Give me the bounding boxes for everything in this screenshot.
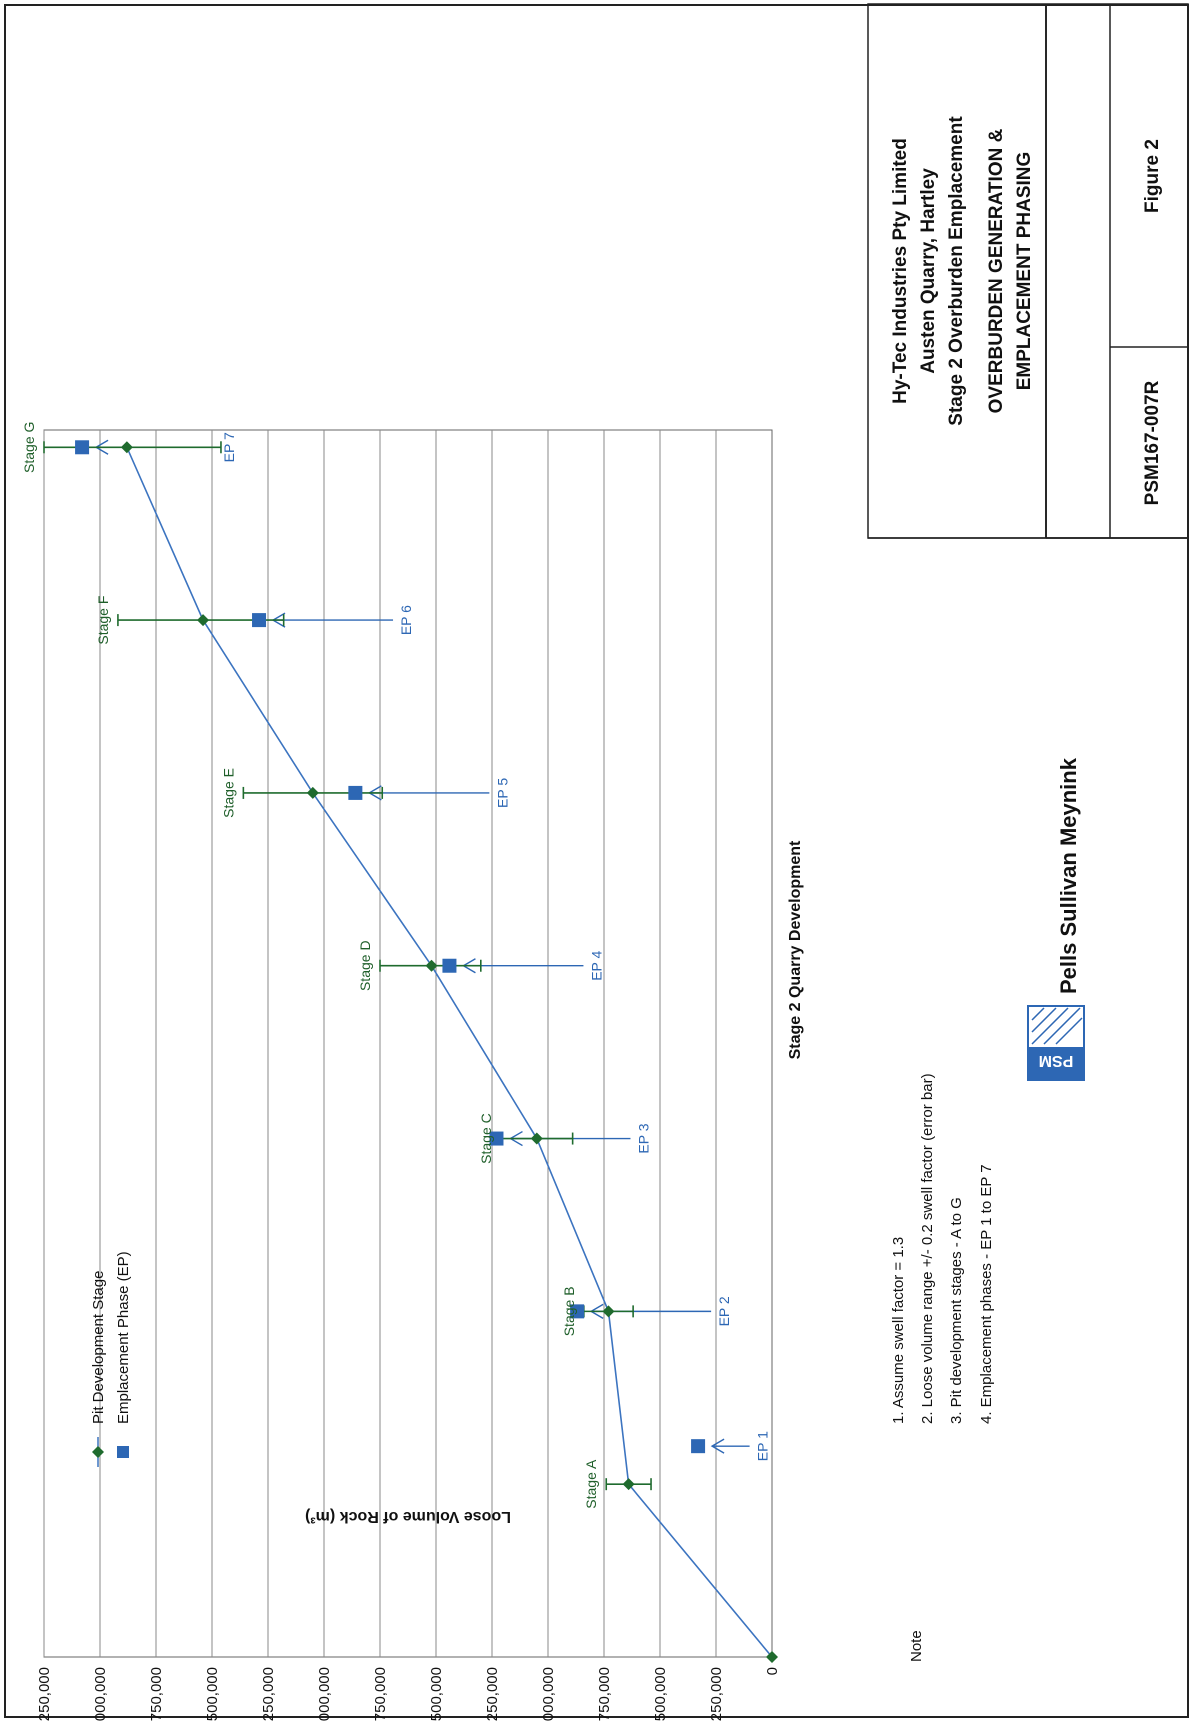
stage-label-c: Stage C: [478, 1113, 494, 1164]
pit-marker-5: [306, 786, 319, 799]
chart: 0 250,000 500,000 750,000 1,000,000 1,250,000…: [21, 422, 804, 1722]
y-tick-label-3: 750,000: [596, 1667, 613, 1721]
tb-title-line1: OVERBURDEN GENERATION &: [986, 128, 1007, 413]
notes: Note 1. Assume swell factor = 1.3 2. Loo…: [890, 1073, 995, 1662]
pit-development-polyline: [126, 446, 773, 1658]
tb-subject: Stage 2 Overburden Emplacement: [946, 116, 967, 426]
note-4: 4. Emplacement phases - EP 1 to EP 7: [978, 1164, 995, 1424]
y-tick-label-11: 2,750,000: [148, 1667, 165, 1722]
pit-marker-7: [120, 441, 133, 454]
y-axis-label: Loose Volume of Rock (m³): [305, 1508, 511, 1525]
note-2: 2. Loose volume range +/- 0.2 swell fact…: [919, 1073, 936, 1424]
pit-development-line: [126, 446, 773, 1658]
ep-arrow-6: [271, 612, 394, 628]
tb-title-line2: EMPLACEMENT PHASING: [1014, 152, 1035, 391]
y-tick-label-8: 2,000,000: [316, 1667, 333, 1722]
ep-marker-3: [489, 1131, 504, 1146]
ep-label-2: EP 2: [716, 1296, 732, 1326]
y-tick-label-12: 3,000,000: [92, 1667, 109, 1722]
legend-square-icon: [117, 1446, 129, 1458]
ep-arrow-5: [367, 785, 490, 801]
ep-marker-1: [691, 1439, 706, 1454]
pit-stage-markers: [120, 441, 778, 1663]
pit-marker-3: [530, 1132, 543, 1145]
y-tick-label-13: 3,250,000: [36, 1667, 53, 1722]
legend-pit-stage: Pit Development Stage: [90, 1271, 107, 1424]
tb-doc-number: PSM167-007R: [1142, 380, 1163, 505]
tb-project: Austen Quarry, Hartley: [918, 168, 939, 374]
figure-frame: [4, 4, 1189, 1718]
y-tick-label-9: 2,250,000: [260, 1667, 277, 1722]
tb-company: Hy-Tec Industries Pty Limited: [890, 138, 911, 404]
y-tick-label-2: 500,000: [652, 1667, 669, 1721]
ep-marker-6: [252, 613, 267, 628]
y-tick-label-7: 1,750,000: [372, 1667, 389, 1722]
stage-label-a: Stage A: [583, 1459, 599, 1509]
note-3: 3. Pit development stages - A to G: [948, 1197, 965, 1424]
title-block: Hy-Tec Industries Pty Limited Austen Qua…: [867, 3, 1189, 539]
ep-label-6: EP 6: [398, 605, 414, 635]
notes-heading: Note: [908, 1630, 925, 1662]
pit-marker-4: [425, 959, 438, 972]
x-axis-label: Stage 2 Quarry Development: [787, 840, 804, 1059]
pit-marker-1: [622, 1478, 635, 1491]
ep-label-4: EP 4: [588, 950, 604, 980]
ep-label-3: EP 3: [635, 1123, 651, 1153]
ep-marker-4: [442, 958, 457, 973]
ep-label-5: EP 5: [494, 778, 510, 808]
firm-name: Pells Sullivan Meynink: [1056, 757, 1081, 994]
ep-label-7: EP 7: [221, 432, 237, 462]
pit-marker-0: [766, 1651, 778, 1663]
y-tick-label-10: 2,500,000: [204, 1667, 221, 1722]
point-labels: EP 1 EP 2 EP 3 EP 4 EP 5 EP 6 EP 7 Stage A Stage…: [21, 422, 771, 1509]
ep-label-1: EP 1: [755, 1431, 771, 1461]
y-tick-label-4: 1,000,000: [540, 1667, 557, 1722]
stage-label-b: Stage B: [561, 1286, 577, 1336]
legend-diamond-icon: [92, 1446, 104, 1458]
psm-logo: PSM: [1027, 1005, 1085, 1081]
stage-label-f: Stage F: [95, 596, 111, 645]
pit-marker-2: [602, 1305, 615, 1318]
ep-arrowhead-icon: [710, 1438, 725, 1454]
pit-marker-6: [197, 614, 210, 627]
firm-block: PSM Pells Sullivan Meynink: [1027, 757, 1085, 1081]
ep-arrows: [94, 439, 750, 1454]
legend: Pit Development Stage Emplacement Phase …: [90, 1251, 132, 1467]
stage-label-e: Stage E: [220, 768, 236, 818]
y-tick-label-1: 250,000: [708, 1667, 725, 1721]
gridlines: [43, 430, 717, 1657]
y-tick-label-6: 1,500,000: [428, 1667, 445, 1722]
ep-arrow-1: [710, 1438, 750, 1454]
ep-marker-2: [570, 1304, 585, 1319]
note-1: 1. Assume swell factor = 1.3: [890, 1237, 907, 1424]
y-tick-label-0: 0: [764, 1667, 781, 1675]
stage-label-g: Stage G: [21, 422, 37, 473]
ep-marker-7: [75, 440, 90, 455]
stage-label-d: Stage D: [357, 940, 373, 991]
ep-marker-5: [348, 785, 363, 800]
logo-text: PSM: [1039, 1052, 1074, 1069]
tb-figure-number: Figure 2: [1142, 139, 1163, 213]
y-tick-label-5: 1,250,000: [484, 1667, 501, 1722]
legend-emplacement: Emplacement Phase (EP): [115, 1251, 132, 1424]
y-tick-labels: 0 250,000 500,000 750,000 1,000,000 1,250,000…: [36, 1667, 781, 1722]
emplacement-markers: [75, 440, 706, 1454]
